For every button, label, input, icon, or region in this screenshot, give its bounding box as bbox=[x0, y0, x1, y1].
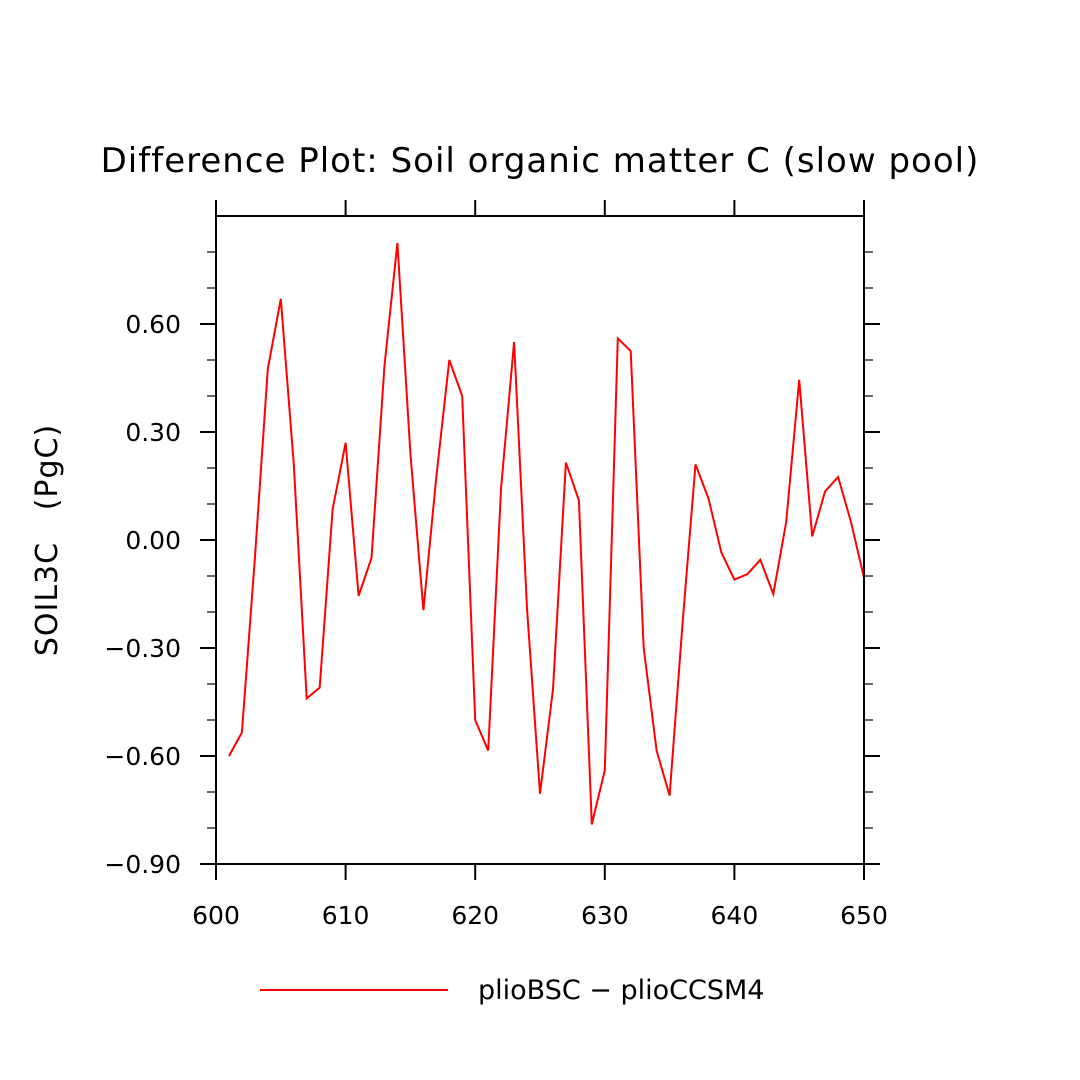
y-axis-label: SOIL3C (PgC) bbox=[30, 424, 65, 656]
x-tick-label: 620 bbox=[451, 901, 499, 930]
axis-ticks bbox=[200, 200, 880, 880]
y-tick-label: 0.30 bbox=[125, 418, 181, 447]
y-tick-label: 0.00 bbox=[125, 526, 181, 555]
x-tick-label: 640 bbox=[711, 901, 759, 930]
series-layer bbox=[228, 242, 865, 825]
y-tick-label: −0.60 bbox=[104, 742, 181, 771]
legend-label: plioBSC − plioCCSM4 bbox=[478, 975, 764, 1006]
x-tick-label: 610 bbox=[322, 901, 370, 930]
y-tick-label: −0.30 bbox=[104, 634, 181, 663]
y-axis-label-text: SOIL3C (PgC) bbox=[30, 424, 65, 656]
x-tick-label: 600 bbox=[192, 901, 240, 930]
x-tick-label: 650 bbox=[840, 901, 888, 930]
x-tick-label: 630 bbox=[581, 901, 629, 930]
series-line bbox=[228, 242, 865, 825]
y-tick-label: 0.60 bbox=[125, 310, 181, 339]
legend: plioBSC − plioCCSM4 bbox=[260, 975, 764, 1006]
y-tick-label: −0.90 bbox=[104, 850, 181, 879]
chart-title: Difference Plot: Soil organic matter C (… bbox=[101, 141, 980, 181]
plot-frame bbox=[215, 215, 865, 865]
tick-labels: 600 610 620 630 640 650 −0.90 −0.60 −0.30 0.00 0.3… bbox=[104, 310, 887, 930]
